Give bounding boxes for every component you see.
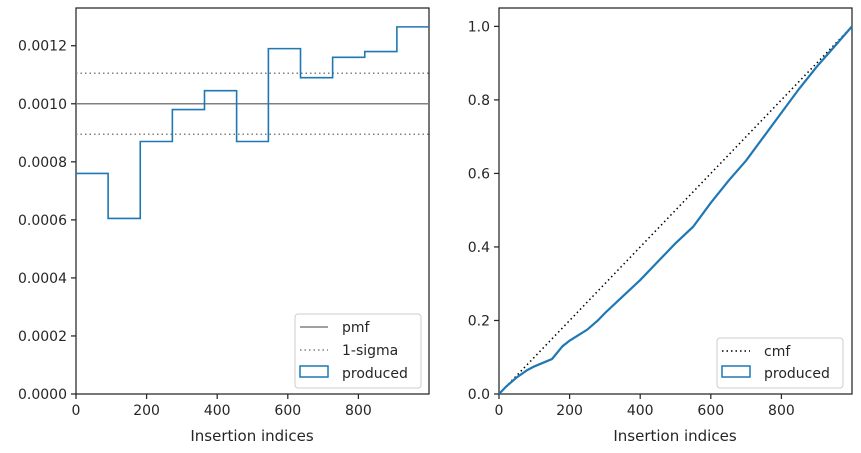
0-y-tick-label: 0.0012 — [18, 39, 67, 55]
0-x-tick-label: 200 — [133, 403, 160, 419]
pmf-legend-box — [294, 313, 422, 389]
cmf-chart: 0 200 400 600 800 0.0 0.2 0.4 0.6 0.8 1.0 Insertio… — [468, 7, 853, 445]
legend-1-sigma-label: 1-sigma — [342, 343, 398, 359]
1-y-tick-label: 0.6 — [468, 166, 490, 182]
pmf-chart: 0 200 400 600 800 0.0000 0.0002 0.0004 0.0006 0.0… — [18, 7, 430, 445]
1-x-tick-label: 600 — [697, 403, 724, 419]
produced-step-line — [76, 26, 429, 220]
1-y-tick-label: 0.0 — [468, 387, 490, 403]
1-y-tick-label: 0.8 — [468, 93, 490, 109]
legend-cmf-produced-swatch — [721, 365, 751, 378]
0-x-tick-label: 400 — [204, 403, 231, 419]
0-y-tick-label: 0.0008 — [18, 155, 67, 171]
0-y-tick-label: 0.0010 — [18, 97, 67, 113]
legend-produced-swatch — [299, 365, 329, 378]
produced-cmf-line — [498, 25, 853, 395]
pmf-series — [76, 26, 429, 220]
0-y-tick-label: 0.0004 — [18, 271, 67, 287]
0-x-tick-label: 600 — [274, 403, 301, 419]
1-y-tick-label: 0.4 — [468, 240, 490, 256]
cmf-axis-ticks: 0 200 400 600 800 0.0 0.2 0.4 0.6 0.8 1.0 — [468, 19, 795, 419]
cmf-x-axis-label: Insertion indices — [613, 427, 736, 445]
cmf-legend: cmf produced — [716, 337, 844, 389]
legend-pmf-label: pmf — [342, 320, 371, 336]
cmf-legend-box — [716, 337, 844, 389]
pmf-axis-ticks: 0 200 400 600 800 0.0000 0.0002 0.0004 0.0006 0.0… — [18, 39, 372, 419]
legend-cmf-label: cmf — [764, 344, 791, 360]
1-y-tick-label: 1.0 — [468, 19, 490, 35]
0-x-tick-label: 800 — [345, 403, 372, 419]
0-y-tick-label: 0.0006 — [18, 213, 67, 229]
1-x-tick-label: 200 — [556, 403, 583, 419]
0-x-tick-label: 0 — [72, 403, 81, 419]
cmf-plot-frame — [498, 7, 853, 395]
1-x-tick-label: 800 — [768, 403, 795, 419]
1-x-tick-label: 0 — [495, 403, 504, 419]
pmf-legend: pmf 1-sigma produced — [294, 313, 422, 389]
legend-produced-label: produced — [342, 366, 408, 382]
1-x-tick-label: 400 — [627, 403, 654, 419]
cmf-series — [498, 25, 853, 395]
0-y-tick-label: 0.0000 — [18, 387, 67, 403]
legend-cmf-produced-label: produced — [764, 366, 830, 382]
1-y-tick-label: 0.2 — [468, 313, 490, 329]
pmf-x-axis-label: Insertion indices — [190, 427, 313, 445]
0-y-tick-label: 0.0002 — [18, 329, 67, 345]
